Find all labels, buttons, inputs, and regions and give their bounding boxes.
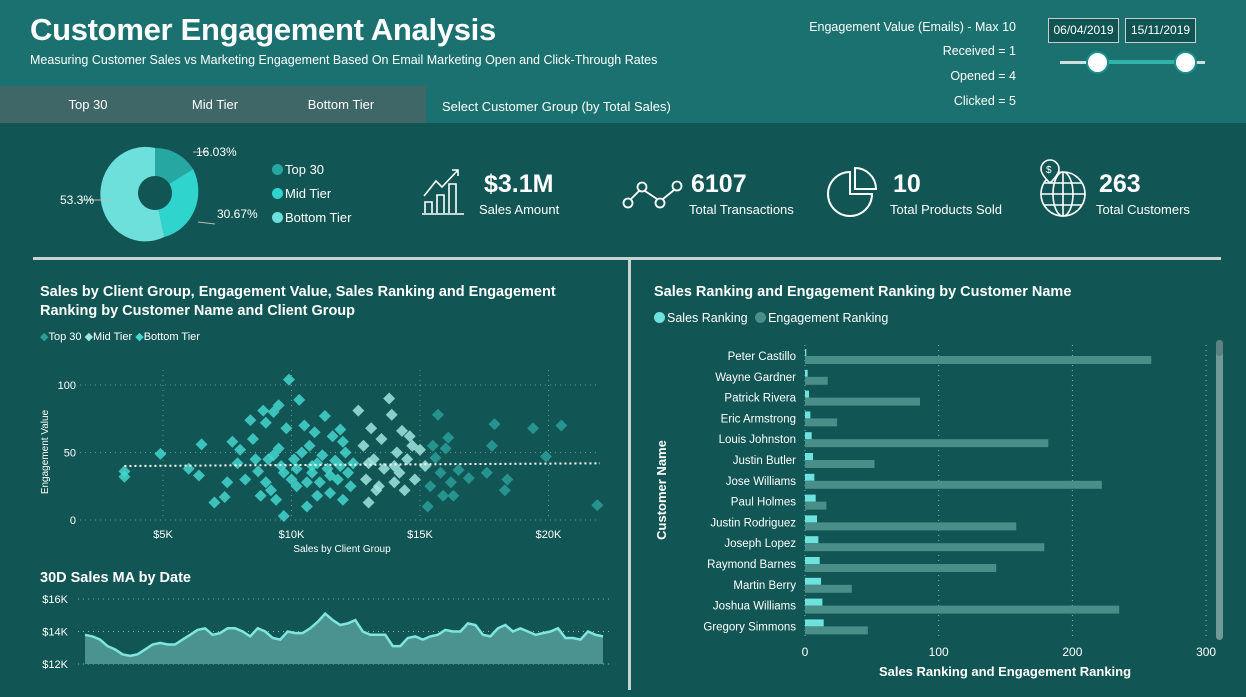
bar-chart-scrollbar[interactable]	[1216, 340, 1223, 640]
donut-label-mid: 30.67%	[217, 207, 258, 221]
donut-legend-mid[interactable]: Mid Tier	[272, 186, 331, 201]
legend-dot-icon	[654, 312, 665, 323]
date-slider-range	[1097, 60, 1185, 64]
legend-engagement-ranking[interactable]: Engagement Ranking	[768, 311, 889, 325]
legend-dot-icon	[272, 164, 283, 175]
tab-mid-tier[interactable]: Mid Tier	[191, 97, 239, 112]
donut-slice	[155, 147, 194, 184]
date-slider-start-handle[interactable]	[1086, 51, 1109, 74]
globe-dollar-icon: $	[1040, 159, 1086, 217]
scatter-legend: ◆Top 30 ◆Mid Tier ◆Bottom Tier	[40, 330, 200, 343]
legend-bottom[interactable]: Bottom Tier	[143, 331, 200, 343]
legend-dot-icon	[272, 188, 283, 199]
customer-group-slicer: Top 30 Mid Tier Bottom Tier	[0, 86, 426, 123]
donut-label-bottom: 53.3%	[60, 193, 94, 207]
vertical-divider	[628, 260, 631, 690]
legend-label: Top 30	[285, 162, 325, 177]
area-title: 30D Sales MA by Date	[40, 570, 191, 586]
donut-legend-bottom[interactable]: Bottom Tier	[272, 210, 351, 225]
engagement-caption: Engagement Value (Emails) - Max 10	[809, 20, 1016, 34]
horizontal-divider	[33, 257, 1221, 260]
tab-bottom-tier[interactable]: Bottom Tier	[307, 97, 375, 112]
kpi-transactions-value: 6107	[691, 170, 747, 198]
end-date-input[interactable]: 15/11/2019	[1125, 18, 1196, 43]
diamond-icon: ◆	[84, 331, 94, 343]
kpi-customers-label: Total Customers	[1096, 202, 1190, 217]
legend-label: Mid Tier	[285, 186, 332, 201]
start-date-input[interactable]: 06/04/2019	[1048, 18, 1119, 43]
kpi-products-label: Total Products Sold	[890, 202, 1003, 217]
slicer-caption: Select Customer Group (by Total Sales)	[442, 99, 671, 114]
svg-text:$: $	[1046, 165, 1052, 176]
donut-legend-top30[interactable]: Top 30	[272, 162, 324, 177]
kpi-sales-label: Sales Amount	[479, 202, 560, 217]
engagement-received: Received = 1	[942, 44, 1016, 58]
legend-top30[interactable]: Top 30	[48, 331, 82, 343]
donut-label-top30: 16.03%	[196, 145, 237, 159]
donut-slice	[158, 168, 199, 238]
legend-dot-icon	[755, 312, 767, 323]
bar-growth-icon	[422, 169, 464, 215]
kpi-transactions-label: Total Transactions	[689, 202, 794, 217]
legend-dot-icon	[272, 212, 283, 223]
kpi-customers-value: 263	[1099, 170, 1141, 198]
scrollbar-thumb[interactable]	[1216, 340, 1223, 356]
network-nodes-icon	[622, 180, 683, 209]
donut-slice	[100, 146, 165, 242]
page-subtitle: Measuring Customer Sales vs Marketing En…	[30, 53, 658, 67]
legend-mid[interactable]: Mid Tier	[93, 331, 133, 343]
bar-legend: Sales Ranking Engagement Ranking	[654, 311, 888, 325]
scatter-title: Sales by Client Group, Engagement Value,…	[40, 284, 556, 319]
engagement-clicked: Clicked = 5	[953, 94, 1016, 108]
legend-label: Bottom Tier	[285, 210, 352, 225]
kpi-products-value: 10	[893, 170, 921, 198]
pie-chart-icon	[827, 166, 878, 217]
diamond-icon: ◆	[135, 331, 144, 343]
legend-sales-ranking[interactable]: Sales Ranking	[667, 311, 748, 325]
engagement-opened: Opened = 4	[950, 69, 1016, 83]
date-slider-end-handle[interactable]	[1174, 51, 1197, 74]
kpi-sales-value: $3.1M	[484, 170, 554, 198]
diamond-icon: ◆	[40, 331, 49, 343]
tab-top-30[interactable]: Top 30	[68, 97, 108, 112]
page-title: Customer Engagement Analysis	[30, 12, 496, 47]
bar-title: Sales Ranking and Engagement Ranking by …	[654, 284, 1072, 300]
